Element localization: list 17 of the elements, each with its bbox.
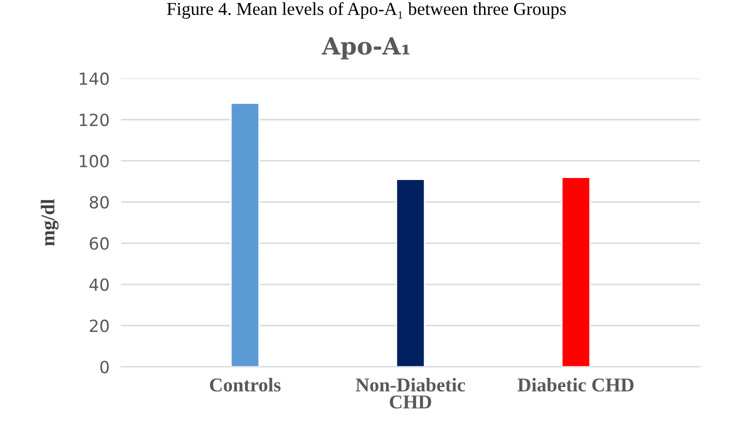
y-tick-label: 80 — [90, 196, 109, 209]
x-tick-label: Non-Diabetic CHD — [356, 378, 466, 409]
y-tick-label: 0 — [100, 360, 109, 374]
y-tick-label: 120 — [80, 114, 109, 126]
y-tick-label: 20 — [90, 320, 109, 332]
y-tick-label: 100 — [80, 154, 109, 168]
bar — [396, 178, 426, 367]
y-tick-label: 60 — [90, 237, 109, 250]
y-tick-label: 40 — [89, 278, 109, 291]
bar — [230, 102, 260, 367]
x-tick-label: Diabetic CHD — [518, 378, 634, 392]
x-tick-label: Controls — [210, 378, 281, 392]
caption: Figure 4. Mean levels of Apo-A₁ between three Groups — [167, 2, 566, 19]
chart-title: Apo-A₁ — [322, 37, 410, 60]
bar — [561, 176, 591, 367]
y-tick-label: 140 — [80, 72, 109, 86]
y-axis-title: mg/dl — [40, 199, 59, 246]
